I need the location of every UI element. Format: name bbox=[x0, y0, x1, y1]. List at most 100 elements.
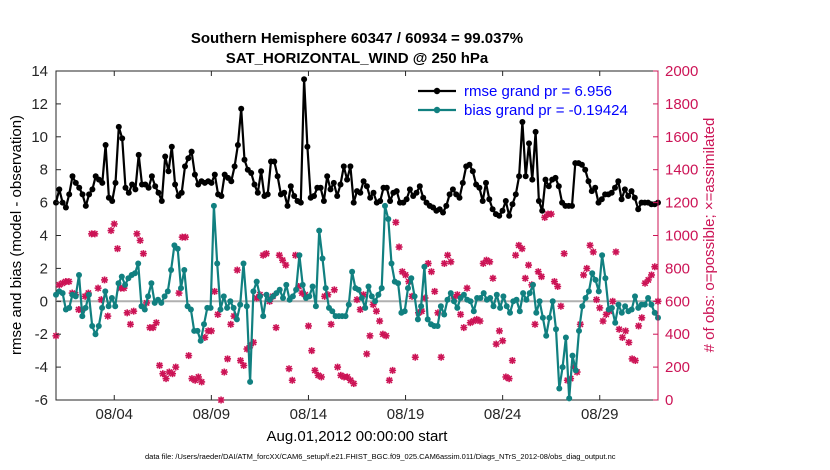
rmse-data-point bbox=[532, 128, 539, 135]
rmse-data-point bbox=[519, 119, 526, 125]
rmse-data-point bbox=[317, 184, 324, 191]
obs-count-marker bbox=[240, 361, 248, 369]
bias-data-point bbox=[477, 295, 484, 301]
rmse-data-point bbox=[569, 202, 575, 209]
obs-marker-stroke bbox=[127, 321, 134, 328]
obs-marker-stroke bbox=[590, 248, 597, 256]
obs-marker-stroke bbox=[263, 250, 270, 257]
obs-marker-stroke bbox=[101, 276, 108, 284]
bias-data-point bbox=[516, 308, 523, 315]
rmse-data-point bbox=[72, 179, 79, 186]
y-axis-label-right: # of obs: o=possible; ×=assimilated bbox=[701, 118, 718, 353]
legend-rmse-marker bbox=[433, 87, 441, 95]
rmse-data-point bbox=[367, 194, 374, 201]
obs-count-marker bbox=[65, 278, 73, 286]
bias-data-point bbox=[76, 272, 82, 278]
obs-marker-stroke bbox=[331, 286, 338, 293]
rmse-data-point bbox=[320, 198, 327, 204]
bias-data-point bbox=[612, 319, 619, 326]
bias-data-point bbox=[651, 309, 658, 316]
obs-count-marker bbox=[385, 376, 393, 384]
y-right-tick-label: 200 bbox=[665, 359, 690, 376]
bias-data-point bbox=[227, 298, 234, 305]
y-left-tick-label: -4 bbox=[35, 359, 48, 376]
bias-data-point bbox=[257, 293, 263, 300]
obs-marker-stroke bbox=[153, 319, 160, 326]
obs-count-marker bbox=[272, 324, 280, 332]
rmse-data-point bbox=[555, 183, 562, 190]
rmse-data-point bbox=[62, 204, 69, 211]
obs-count-marker bbox=[194, 373, 202, 381]
rmse-data-point bbox=[509, 201, 516, 208]
obs-count-marker bbox=[612, 248, 620, 256]
rmse-data-point bbox=[241, 156, 248, 163]
bias-data-point bbox=[240, 260, 247, 267]
bias-data-point bbox=[618, 309, 625, 316]
bias-data-point bbox=[197, 337, 204, 344]
bias-data-point bbox=[467, 298, 474, 305]
chart-subtitle: SAT_HORIZONTAL_WIND @ 250 hPa bbox=[226, 50, 489, 67]
bias-data-point bbox=[194, 327, 201, 334]
obs-marker-stroke bbox=[560, 250, 568, 257]
bias-data-point bbox=[79, 313, 86, 320]
obs-marker-stroke bbox=[240, 362, 247, 369]
bias-data-point bbox=[520, 290, 527, 297]
rmse-data-point bbox=[254, 189, 261, 196]
obs-count-marker bbox=[534, 268, 542, 276]
bias-data-point bbox=[553, 326, 559, 333]
obs-count-marker bbox=[508, 357, 516, 365]
rmse-data-point bbox=[211, 171, 218, 178]
bias-data-point bbox=[214, 260, 221, 267]
bias-data-point bbox=[454, 304, 461, 311]
obs-count-marker bbox=[427, 268, 435, 276]
rmse-data-point bbox=[284, 202, 291, 209]
obs-count-marker bbox=[220, 368, 228, 376]
obs-count-marker bbox=[133, 230, 141, 238]
obs-marker-stroke bbox=[282, 261, 289, 269]
obs-count-marker bbox=[110, 220, 118, 228]
obs-count-marker bbox=[139, 250, 147, 258]
bias-data-point bbox=[135, 260, 142, 267]
rmse-data-point bbox=[416, 183, 423, 190]
rmse-data-point bbox=[615, 178, 622, 185]
obs-count-marker bbox=[156, 361, 164, 369]
y-left-tick-label: 14 bbox=[31, 63, 48, 80]
bias-data-point bbox=[388, 260, 395, 267]
obs-count-marker bbox=[334, 363, 342, 371]
obs-count-marker bbox=[366, 332, 374, 340]
obs-count-marker bbox=[615, 325, 623, 333]
obs-count-marker bbox=[285, 365, 293, 373]
rmse-data-point bbox=[158, 198, 165, 204]
y-right-tick-label: 400 bbox=[665, 326, 690, 343]
obs-count-marker bbox=[233, 266, 241, 274]
obs-marker-stroke bbox=[538, 273, 545, 280]
rmse-data-point bbox=[406, 186, 413, 193]
obs-count-marker bbox=[152, 319, 160, 327]
rmse-data-point bbox=[82, 202, 89, 209]
obs-count-marker bbox=[130, 307, 138, 315]
bias-data-point bbox=[349, 268, 356, 275]
bias-data-point bbox=[306, 293, 313, 300]
rmse-data-point bbox=[125, 189, 132, 196]
obs-marker-stroke bbox=[285, 365, 293, 372]
obs-marker-stroke bbox=[645, 276, 652, 284]
rmse-data-point bbox=[357, 189, 364, 196]
obs-count-marker bbox=[392, 218, 400, 226]
x-axis-label: Aug.01,2012 00:00:00 start bbox=[267, 428, 449, 445]
obs-marker-stroke bbox=[373, 307, 380, 315]
obs-count-marker bbox=[113, 245, 121, 253]
bias-data-point bbox=[470, 308, 477, 315]
obs-marker-stroke bbox=[460, 324, 467, 331]
obs-count-marker bbox=[631, 357, 639, 365]
rmse-data-point bbox=[132, 186, 139, 193]
obs-marker-stroke bbox=[314, 372, 322, 379]
bias-data-point bbox=[168, 267, 175, 273]
obs-marker-stroke bbox=[535, 268, 542, 275]
y-right-tick-label: 1000 bbox=[665, 228, 698, 245]
x-tick-label: 08/04 bbox=[95, 406, 133, 423]
y-left-tick-label: 2 bbox=[40, 260, 48, 277]
obs-marker-stroke bbox=[437, 354, 445, 361]
obs-count-marker bbox=[625, 338, 633, 346]
rmse-data-point bbox=[59, 199, 66, 206]
obs-marker-stroke bbox=[386, 377, 393, 384]
